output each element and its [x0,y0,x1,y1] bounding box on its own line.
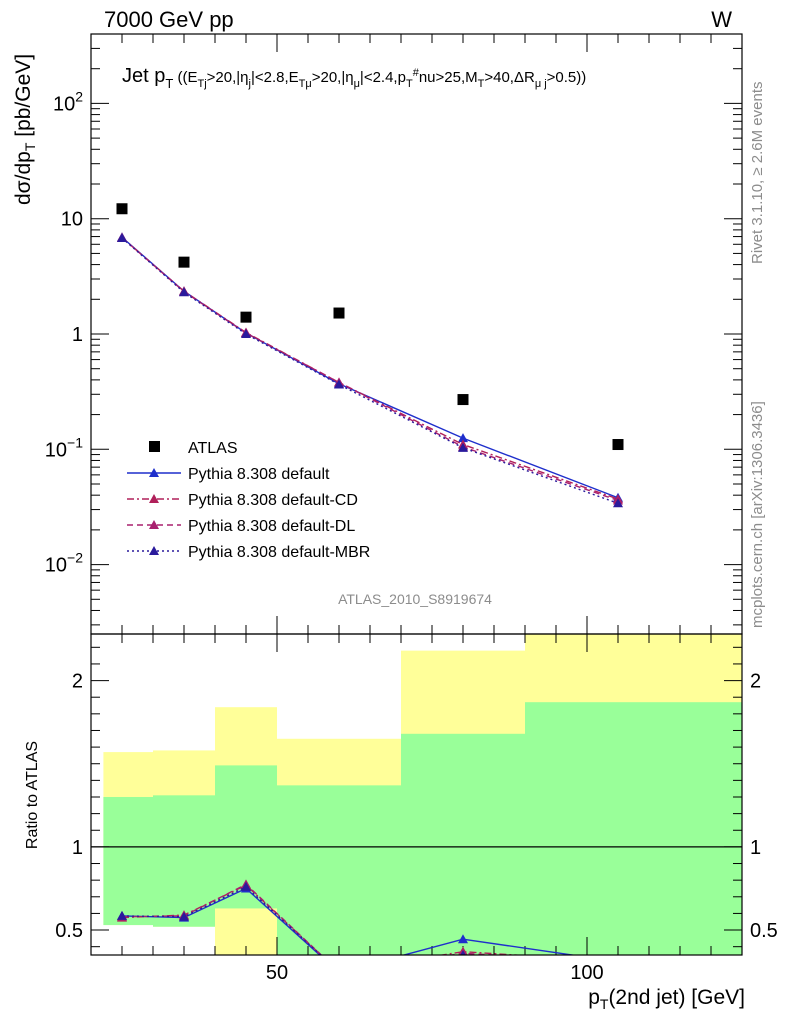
ratio-y-tick-label: 1 [72,837,83,859]
legend-marker-pythia-8-308-default [149,468,159,477]
data-point-atlas [612,439,624,451]
legend: ATLAS Pythia 8.308 default Pythia 8.308 de… [127,440,370,561]
data-point-pythia-8-308-default-mbr [117,233,127,243]
ratio-y-tick-label-right: 0.5 [750,920,778,942]
y-tick-label: 1 [72,324,83,346]
data-point-atlas [116,203,128,215]
data-point-pythia-8-308-default-mbr [613,498,623,508]
legend-marker-atlas [149,441,160,452]
ratio-line-pythia-8-308-default-mbr [121,885,480,955]
band-inner [103,796,153,926]
legend-marker-pythia-8-308-default-cd [149,494,159,503]
header-left: 7000 GeV pp [104,7,234,32]
data-point-pythia-8-308-default-mbr [458,442,468,452]
y-tick-label: 102 [53,88,83,115]
ratio-point-pythia-8-308-default-dl [613,957,623,966]
ratio-y-tick-label-right: 1 [750,837,761,859]
ratio-point-pythia-8-308-default-cd [613,957,623,966]
x-tick-label: 100 [570,962,603,984]
series-line-pythia-8-308-default-mbr [121,237,619,504]
data-point-atlas [178,256,190,268]
ratio-y-tick-label-right: 2 [750,671,761,693]
series-line-pythia-8-308-default-dl [121,237,619,502]
x-tick-label: 50 [266,962,288,984]
legend-label: ATLAS [188,440,238,457]
ratio-y-tick-label: 2 [72,671,83,693]
header-right: W [711,7,732,32]
ratio-point-pythia-8-308-default-mbr [613,957,623,966]
ratio-point-pythia-8-308-default-mbr [117,910,127,920]
ratio-y-tick-label: 0.5 [55,920,83,942]
band-inner [525,702,742,955]
legend-marker-pythia-8-308-default-dl [149,520,159,529]
data-point-atlas [457,394,469,406]
legend-marker-pythia-8-308-default-mbr [149,546,159,555]
legend-label: Pythia 8.308 default-CD [188,492,358,509]
series-line-pythia-8-308-default [121,236,619,499]
data-point-atlas [240,311,252,323]
legend-label: Pythia 8.308 default-MBR [188,544,370,561]
xlabel: pT(2nd jet) [GeV] [588,986,745,1012]
ratio-ylabel: Ratio to ATLAS [24,741,41,849]
main-title: Jet pT ((ETj>20,|ηj|<2.8,ETμ>20,|ημ|<2.4… [122,65,586,91]
ratio-point-pythia-8-308-default [613,957,623,966]
band-inner [277,785,401,955]
y-tick-label: 10−1 [45,434,83,461]
data-point-pythia-8-308-default-mbr [241,329,251,338]
ratio-point-pythia-8-308-default-dl [334,967,344,976]
analysis-id: ATLAS_2010_S8919674 [338,591,492,607]
data-point-atlas [333,307,345,319]
ratio-frame [90,633,743,956]
ratio-point-pythia-8-308-default-mbr [460,950,466,955]
data-point-pythia-8-308-default [458,433,468,443]
ratio-point-pythia-8-308-default [458,934,468,944]
y-tick-label: 10 [61,209,83,231]
svg-text:Jet pT ((ETj>20,|ηj|<2.8,ETμ>2: Jet pT ((ETj>20,|ηj|<2.8,ETμ>20,|ημ|<2.4… [122,65,586,91]
main-ylabel: dσ/dpT [pb/GeV] [12,54,38,205]
series-line-pythia-8-308-default-cd [121,237,619,500]
band-inner [401,733,525,955]
ratio-point-pythia-8-308-default-cd [334,967,344,976]
mcplots-label: mcplots.cern.ch [arXiv:1306.3436] [749,401,766,628]
data-point-pythia-8-308-default-mbr [334,379,344,389]
ratio-point-pythia-8-308-default-mbr [334,967,344,976]
svg-text:dσ/dpT [pb/GeV]: dσ/dpT [pb/GeV] [12,54,38,205]
data-point-pythia-8-308-default-mbr [179,287,189,297]
rivet-label: Rivet 3.1.10, ≥ 2.6M events [749,82,766,265]
ratio-point-pythia-8-308-default-mbr [241,881,251,891]
svg-text:pT(2nd jet) [GeV]: pT(2nd jet) [GeV] [588,986,745,1012]
legend-label: Pythia 8.308 default-DL [188,518,355,535]
ratio-point-pythia-8-308-default [334,967,344,976]
legend-label: Pythia 8.308 default [188,466,330,483]
y-tick-label: 10−2 [45,550,83,577]
ratio-point-pythia-8-308-default-mbr [179,911,189,921]
